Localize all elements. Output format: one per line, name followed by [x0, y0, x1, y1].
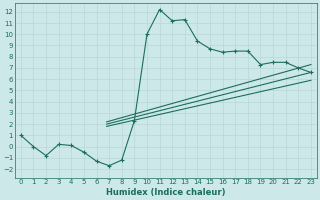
X-axis label: Humidex (Indice chaleur): Humidex (Indice chaleur): [106, 188, 226, 197]
